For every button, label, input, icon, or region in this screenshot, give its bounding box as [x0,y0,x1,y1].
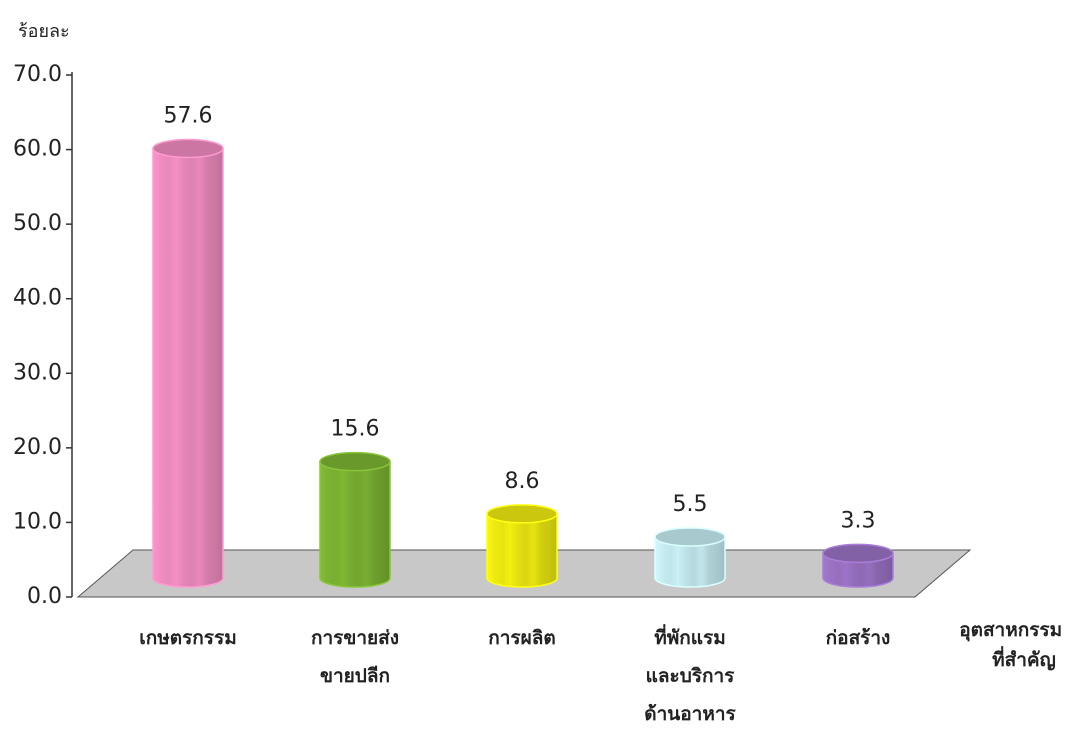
value-label: 15.6 [331,417,380,442]
y-tick-label: 40.0 [13,286,62,311]
x-tick-label: การขายส่งขายปลีก [311,627,399,687]
value-label: 3.3 [841,508,876,533]
bar-top [152,138,224,159]
x-tick-label-line: การขายส่ง [311,627,399,649]
y-axis-label: ร้อยละ [18,21,70,42]
y-tick-label: 30.0 [13,360,62,385]
bar [319,460,391,588]
bar [152,147,224,588]
y-tick-label: 20.0 [13,435,62,460]
value-label: 57.6 [164,103,213,128]
x-tick-label: การผลิต [488,627,556,649]
bar-top [319,451,391,472]
bar-top [654,527,726,547]
y-tick-label: 0.0 [27,584,62,609]
x-tick-label-line: ที่พักแรม [654,624,726,649]
x-axis-label: อุตสาหกรรม ที่สำคัญ [959,619,1069,671]
x-tick-label: ที่พักแรมและบริการด้านอาหาร [644,624,736,725]
bar [486,513,558,588]
value-label: 5.5 [673,492,708,517]
x-tick-label-line: ก่อสร้าง [826,627,891,649]
bar-top [486,504,558,524]
y-tick-label: 70.0 [13,62,62,87]
value-label: 8.6 [505,469,540,494]
x-tick-label-line: ด้านอาหาร [644,703,736,725]
x-tick-label-line: เกษตรกรรม [139,627,237,649]
bar-top [822,543,894,564]
y-tick-label: 50.0 [13,211,62,236]
x-axis-label-line: ที่สำคัญ [992,646,1056,671]
y-tick-label: 10.0 [13,509,62,534]
bar [654,536,726,588]
x-tick-label-line: การผลิต [488,627,556,649]
x-tick-label: เกษตรกรรม [139,627,237,649]
x-tick-label-line: ขายปลีก [320,665,390,687]
x-axis-label-line: อุตสาหกรรม [959,619,1062,642]
y-tick-label: 60.0 [13,137,62,162]
x-tick-label: ก่อสร้าง [826,627,891,649]
x-tick-label-line: และบริการ [646,665,736,687]
